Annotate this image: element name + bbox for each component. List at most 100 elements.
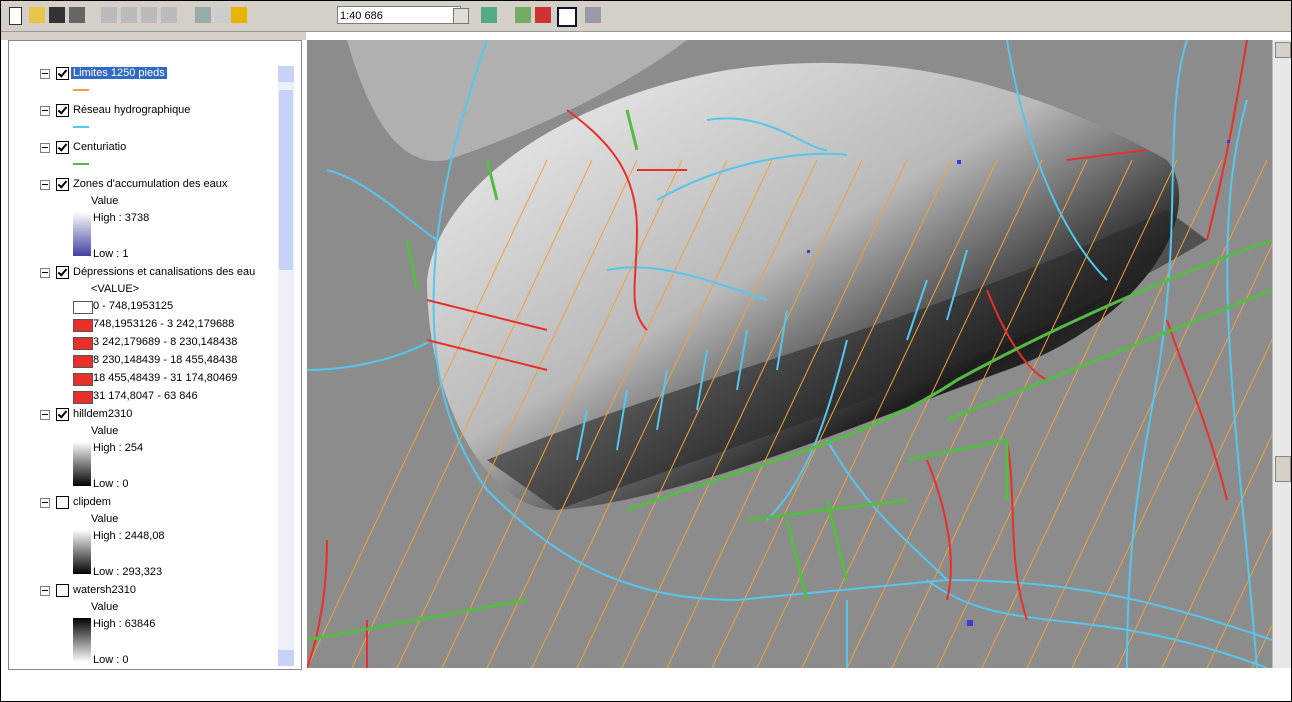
- class-swatch: [73, 391, 93, 404]
- hillshade-north: [347, 40, 687, 162]
- limit-line: [801, 159, 1043, 668]
- class-label: 8 230,148439 - 18 455,48438: [93, 354, 238, 366]
- limit-line: [351, 159, 593, 668]
- layer-checkbox[interactable]: [56, 408, 69, 421]
- expand-toggle[interactable]: [40, 106, 50, 116]
- open-button[interactable]: [29, 7, 45, 23]
- legend-line: [73, 163, 89, 165]
- layer-name: Limites 1250 pieds: [71, 67, 167, 79]
- layer-checkbox[interactable]: [56, 141, 69, 154]
- legend-ramp: [73, 618, 91, 662]
- class-label: 0 - 748,1953125: [93, 300, 174, 312]
- legend-low: Low : 0: [93, 654, 129, 666]
- class-swatch: [73, 319, 93, 332]
- legend-low: Low : 1: [93, 248, 129, 260]
- paste-button[interactable]: [141, 7, 157, 23]
- toolbar: 1:40 686: [1, 1, 1291, 32]
- legend-field: Value: [91, 601, 119, 613]
- limit-line: [441, 159, 683, 668]
- limit-line: [486, 159, 728, 668]
- hillshade-valley: [487, 210, 1207, 510]
- legend-field: Value: [91, 195, 119, 207]
- save-button[interactable]: [49, 7, 65, 23]
- expand-toggle[interactable]: [40, 143, 50, 153]
- layer-checkbox[interactable]: [56, 496, 69, 509]
- legend-high: High : 63846: [93, 618, 156, 630]
- legend-ramp: [73, 212, 91, 256]
- scroll-thumb[interactable]: [279, 90, 293, 270]
- layer-name: hilldem2310: [73, 408, 133, 420]
- scale-dropdown[interactable]: [453, 8, 469, 24]
- editor-button[interactable]: [481, 7, 497, 23]
- centuriatio-lines: [307, 109, 1272, 642]
- copy-button[interactable]: [121, 7, 137, 23]
- scroll-up[interactable]: [278, 66, 294, 82]
- layer-checkbox[interactable]: [56, 584, 69, 597]
- legend-line: [73, 126, 89, 128]
- scroll-down[interactable]: [278, 650, 294, 666]
- accumulation-zones: [807, 140, 1230, 626]
- class-swatch: [73, 355, 93, 368]
- layer-name: Centuriatio: [73, 141, 127, 153]
- limit-line: [576, 159, 818, 668]
- add-data-button[interactable]: [231, 7, 247, 23]
- expand-toggle[interactable]: [40, 268, 50, 278]
- limit-line: [307, 159, 548, 668]
- expand-toggle[interactable]: [40, 69, 50, 79]
- expand-toggle[interactable]: [40, 586, 50, 596]
- legend-high: High : 3738: [93, 212, 150, 224]
- arccatalog-button[interactable]: [515, 7, 531, 23]
- limit-line: [711, 159, 953, 668]
- legend-field: <VALUE>: [91, 283, 140, 295]
- limit-line: [756, 159, 998, 668]
- command-line-button[interactable]: [557, 7, 577, 27]
- redo-button[interactable]: [215, 7, 231, 23]
- class-swatch: [73, 301, 93, 314]
- map-scroll-thumb[interactable]: [1275, 456, 1291, 482]
- legend-field: Value: [91, 425, 119, 437]
- new-button[interactable]: [9, 7, 22, 25]
- scale-box[interactable]: 1:40 686: [337, 6, 461, 24]
- legend-field: Value: [91, 513, 119, 525]
- delete-button[interactable]: [161, 7, 177, 23]
- layer-checkbox[interactable]: [56, 266, 69, 279]
- legend-line: [73, 89, 89, 91]
- expand-toggle[interactable]: [40, 498, 50, 508]
- cut-button[interactable]: [101, 7, 117, 23]
- toolbox-button[interactable]: [535, 7, 551, 23]
- limit-line: [1161, 433, 1272, 668]
- class-label: 18 455,48439 - 31 174,80469: [93, 372, 238, 384]
- map-scroll-up[interactable]: [1275, 42, 1291, 58]
- legend-high: High : 254: [93, 442, 144, 454]
- limit-line: [666, 159, 908, 668]
- layer-checkbox[interactable]: [56, 104, 69, 117]
- table-of-contents: Limites 1250 pieds Réseau hydrographique C…: [8, 40, 302, 670]
- legend-ramp: [73, 530, 91, 574]
- legend-high: High : 2448,08: [93, 530, 165, 542]
- map-scrollbar[interactable]: [1272, 40, 1291, 668]
- layer-name: Zones d'accumulation des eaux: [73, 178, 228, 190]
- layer-checkbox[interactable]: [56, 178, 69, 191]
- expand-toggle[interactable]: [40, 180, 50, 190]
- print-button[interactable]: [69, 7, 85, 23]
- legend-ramp: [73, 442, 91, 486]
- limit-line: [396, 159, 638, 668]
- hydro-network: [307, 40, 1272, 668]
- class-swatch: [73, 373, 93, 386]
- class-label: 748,1953126 - 3 242,179688: [93, 318, 235, 330]
- toc-scrollbar[interactable]: [278, 66, 294, 666]
- expand-toggle[interactable]: [40, 410, 50, 420]
- limit-line: [1071, 243, 1272, 668]
- help-button[interactable]: [585, 7, 601, 23]
- layer-checkbox[interactable]: [56, 67, 69, 80]
- limit-line: [846, 159, 1088, 668]
- limit-line: [936, 159, 1178, 668]
- legend-low: Low : 293,323: [93, 566, 163, 578]
- class-label: 3 242,179689 - 8 230,148438: [93, 336, 238, 348]
- undo-button[interactable]: [195, 7, 211, 23]
- layer-name: Dépressions et canalisations des eau: [73, 266, 256, 278]
- limit-line: [531, 159, 773, 668]
- toc-header: [1, 32, 306, 40]
- limit-line: [1116, 338, 1272, 668]
